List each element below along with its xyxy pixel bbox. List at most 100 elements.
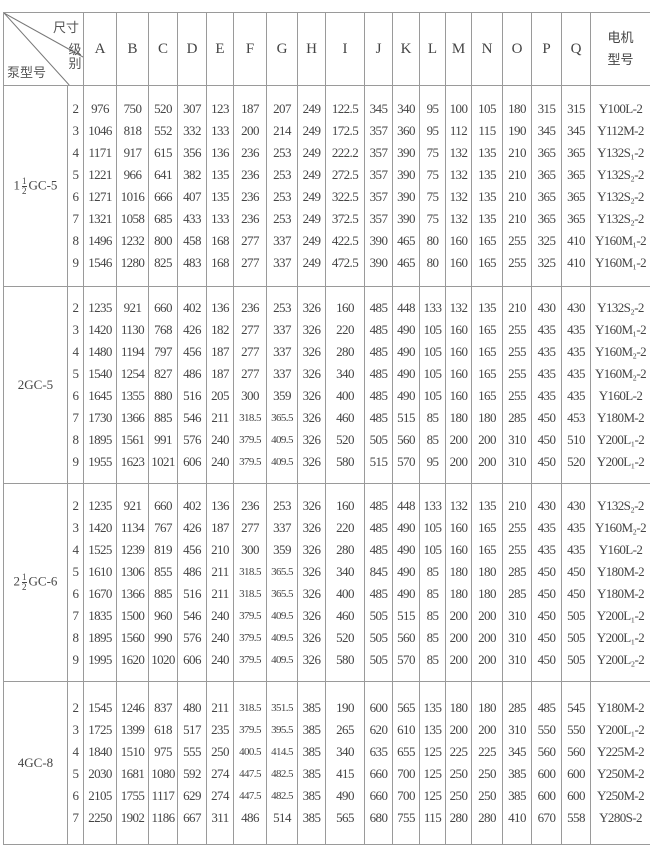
dimension-value: 200 <box>478 454 496 469</box>
dimension-value: 1561 <box>120 432 145 447</box>
column-header-l: L <box>419 12 446 86</box>
dimension-value: 340 <box>336 744 354 759</box>
dimension-value: 75 <box>426 167 439 182</box>
dimension-value: 385 <box>302 744 321 759</box>
dimension-value: 105 <box>423 541 442 557</box>
dimension-value: 310 <box>508 629 526 645</box>
pump-model-label: 泵型号 <box>7 65 47 80</box>
dimension-value: 1525 <box>88 541 112 557</box>
dimension-value: 172.5 <box>331 123 359 138</box>
dimension-value: 211 <box>211 410 229 425</box>
dimension-value: 1306 <box>120 563 145 579</box>
dimension-value: 670 <box>537 810 556 825</box>
dimension-value: 422.5 <box>331 233 359 248</box>
column-i-values: 160 220 280 340 400 460 520 580 <box>325 286 365 484</box>
dimension-value: 135 <box>478 189 496 204</box>
level-value: 7 <box>72 211 80 226</box>
pump-group-row: 2GC-5 2 3 4 5 6 7 8 9 1235 1420 1480 1540 1645 1730 189… <box>3 286 650 484</box>
dimension-value: 606 <box>183 454 201 469</box>
dimension-value: 456 <box>183 344 201 359</box>
dimension-value: 250 <box>478 788 496 803</box>
dimension-value: 570 <box>397 454 415 469</box>
dimension-value: 105 <box>423 519 442 535</box>
dimension-value: 641 <box>154 167 172 182</box>
dimension-value: 580 <box>336 454 354 469</box>
dimension-value: 318.5 <box>239 587 261 600</box>
dimension-value: 277 <box>241 255 259 270</box>
dimension-value: 465 <box>397 255 415 270</box>
column-m-values: 100 112 132 132 132 132 160 160 <box>445 85 472 287</box>
dimension-value: 210 <box>508 211 526 226</box>
dimension-value: 300 <box>241 541 259 557</box>
level-value: 9 <box>72 651 80 667</box>
dimension-value: 133 <box>423 300 442 315</box>
dimension-value: 1280 <box>120 255 145 270</box>
level-value: 2 <box>72 101 80 116</box>
dimension-value: 315 <box>567 101 585 116</box>
dimension-value: 485 <box>369 585 388 601</box>
dimension-value: 180 <box>478 410 496 425</box>
pump-model-whole: 2 <box>13 573 21 589</box>
dimension-value: 132 <box>449 189 468 204</box>
dimension-value: 390 <box>397 145 415 160</box>
dimension-value: 280 <box>336 541 354 557</box>
column-g-values: 351.5 395.5 414.5 482.5 482.5 514 <box>266 681 298 845</box>
dimension-value: 400.5 <box>239 746 261 758</box>
pump-model-name: GC-6 <box>28 573 58 589</box>
dimension-value: 516 <box>183 388 201 403</box>
column-i-values: 160 220 280 340 400 460 520 580 <box>325 483 365 682</box>
column-header-f: F <box>233 12 267 86</box>
dimension-value: 600 <box>537 766 556 781</box>
motor-model: Y160M₂-2 <box>594 366 647 381</box>
dimension-value: 1271 <box>88 189 112 204</box>
motor-model: Y250M-2 <box>596 766 645 781</box>
dimension-value: 187 <box>241 101 259 116</box>
dimension-value: 345 <box>508 744 526 759</box>
dimension-value: 1835 <box>88 607 112 623</box>
dimension-value: 1239 <box>120 541 145 557</box>
dimension-value: 1546 <box>88 255 112 270</box>
level-value: 4 <box>72 541 80 557</box>
dimension-value: 560 <box>537 744 556 759</box>
dimension-value: 105 <box>423 322 442 337</box>
dimension-value: 379.5 <box>239 434 261 446</box>
dimension-value: 249 <box>302 233 321 248</box>
dimension-value: 921 <box>123 300 142 315</box>
dimension-value: 285 <box>508 700 526 715</box>
column-header-q: Q <box>561 12 591 86</box>
dimension-value: 1235 <box>88 300 112 315</box>
motor-model: Y132S₂-2 <box>597 211 644 226</box>
level-value: 5 <box>72 366 80 381</box>
dimension-value: 409.5 <box>271 609 293 622</box>
column-p-values: 485 550 560 600 600 670 <box>531 681 562 845</box>
dimension-value: 1510 <box>120 744 145 759</box>
dimension-value: 385 <box>508 766 526 781</box>
dimension-value: 337 <box>273 519 291 535</box>
dimension-value: 160 <box>449 388 468 403</box>
dimension-value: 274 <box>211 766 229 781</box>
dimension-value: 450 <box>537 651 556 667</box>
dimension-value: 360 <box>397 123 415 138</box>
dimension-value: 310 <box>508 651 526 667</box>
dimension-value: 516 <box>183 585 201 601</box>
dimension-value: 160 <box>449 255 468 270</box>
column-m-values: 132 160 160 180 180 200 200 200 <box>445 483 472 682</box>
dimension-value: 160 <box>336 497 354 513</box>
dimension-value: 975 <box>154 744 172 759</box>
dimension-value: 490 <box>397 519 415 535</box>
dimension-value: 310 <box>508 607 526 623</box>
dimension-value: 160 <box>449 233 468 248</box>
dimension-value: 610 <box>397 722 415 737</box>
dimension-value: 435 <box>537 322 556 337</box>
dimension-value: 700 <box>397 766 415 781</box>
dimension-value: 660 <box>154 300 172 315</box>
dimension-value: 136 <box>211 497 229 513</box>
pump-group-row: 2 1 2 GC-6 2 3 4 5 6 7 8 9 1235 1420 1525 1610 1670 1835 1… <box>3 483 650 682</box>
dimension-value: 277 <box>241 344 259 359</box>
dimension-value: 236 <box>241 300 259 315</box>
motor-model: Y200L₁-2 <box>596 722 645 737</box>
dimension-value: 180 <box>449 585 468 601</box>
dimension-value: 600 <box>537 788 556 803</box>
dimension-value: 450 <box>567 563 585 579</box>
dimension-value: 505 <box>369 651 388 667</box>
